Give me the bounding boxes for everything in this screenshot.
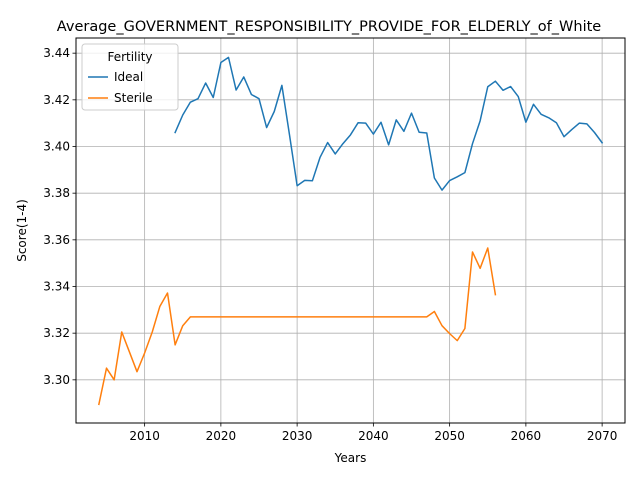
y-tick-label: 3.34 xyxy=(43,280,70,294)
x-tick-label: 2060 xyxy=(511,429,542,443)
legend-box xyxy=(81,43,179,111)
y-tick-label: 3.44 xyxy=(43,46,70,60)
x-tick-label: 2030 xyxy=(282,429,313,443)
y-tick-label: 3.40 xyxy=(43,140,70,154)
legend: Fertility Ideal Sterile xyxy=(81,43,179,111)
series-line-ideal xyxy=(174,56,604,191)
chart-title: Average_GOVERNMENT_RESPONSIBILITY_PROVID… xyxy=(57,19,601,35)
x-axis-label: Years xyxy=(334,451,367,465)
plot-frame xyxy=(75,37,626,424)
x-tick-label: 2040 xyxy=(358,429,389,443)
x-tick-label: 2010 xyxy=(129,429,160,443)
legend-title: Fertility xyxy=(107,50,152,64)
axis-ticks: 2010 2020 2030 2040 2050 2060 2070 3.30 3.32 3.34… xyxy=(43,46,617,443)
y-tick-label: 3.36 xyxy=(43,233,70,247)
series-lines xyxy=(97,56,604,406)
x-tick-label: 2020 xyxy=(206,429,237,443)
series-line-sterile xyxy=(97,247,497,406)
y-tick-label: 3.42 xyxy=(43,93,70,107)
x-tick-label: 2050 xyxy=(434,429,465,443)
x-tick-label: 2070 xyxy=(587,429,618,443)
y-tick-label: 3.32 xyxy=(43,326,70,340)
legend-label-ideal: Ideal xyxy=(114,70,143,84)
grid-lines xyxy=(76,38,625,423)
y-axis-label: Score(1-4) xyxy=(15,199,29,262)
y-tick-label: 3.38 xyxy=(43,186,70,200)
legend-label-sterile: Sterile xyxy=(114,91,153,105)
y-tick-label: 3.30 xyxy=(43,373,70,387)
